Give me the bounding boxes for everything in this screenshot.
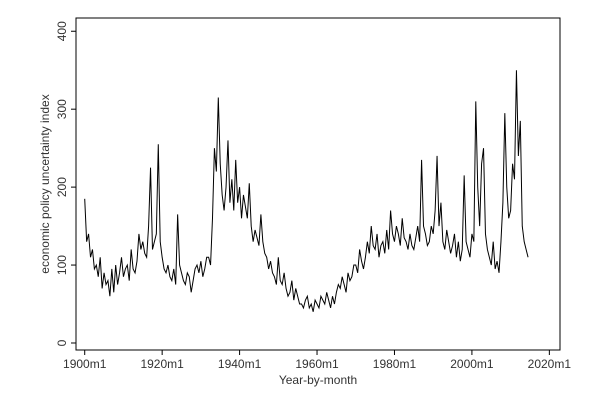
x-tick-label: 2020m1 bbox=[528, 357, 572, 371]
y-tick-label: 300 bbox=[55, 99, 69, 119]
x-axis-label: Year-by-month bbox=[279, 373, 357, 387]
x-tick-label: 1920m1 bbox=[140, 357, 184, 371]
x-tick-label: 1980m1 bbox=[373, 357, 417, 371]
x-tick-label: 1900m1 bbox=[63, 357, 107, 371]
data-line bbox=[84, 70, 529, 312]
plot-frame bbox=[75, 17, 561, 351]
y-tick-label: 100 bbox=[55, 255, 69, 275]
x-tick-label: 1940m1 bbox=[218, 357, 262, 371]
y-tick-label: 0 bbox=[55, 339, 69, 346]
x-tick-label: 2000m1 bbox=[450, 357, 494, 371]
x-tick-label: 1960m1 bbox=[295, 357, 339, 371]
y-axis-label: economic policy uncertainty index bbox=[38, 94, 52, 273]
y-tick-label: 200 bbox=[55, 177, 69, 197]
y-tick-label: 400 bbox=[55, 21, 69, 41]
